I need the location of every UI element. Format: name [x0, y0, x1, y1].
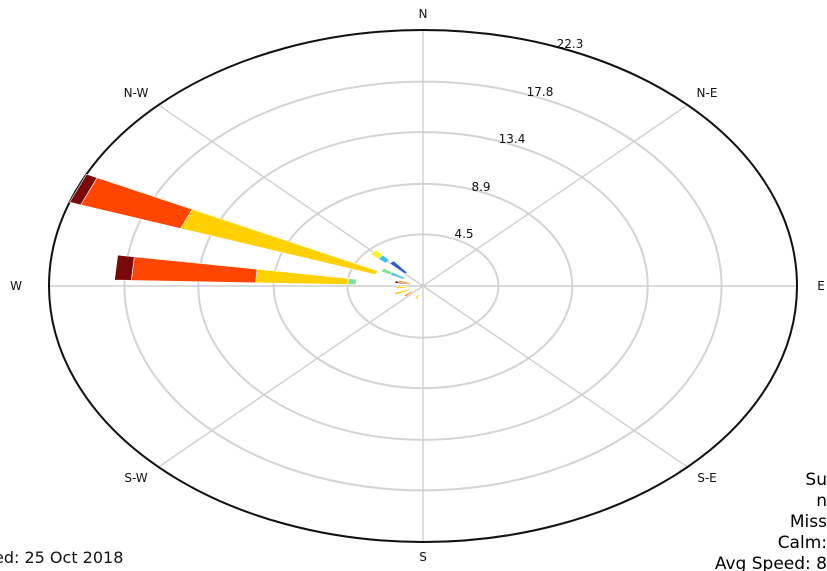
summary-line-2: n: [816, 491, 827, 511]
petal-3: [369, 249, 391, 264]
direction-label-n: N: [419, 7, 428, 21]
direction-label-w: W: [10, 279, 22, 293]
petal-5-segment-1: [389, 271, 406, 280]
petal-5: [380, 267, 406, 280]
petal-2-segment-2: [255, 268, 349, 285]
petal-1-segment-3: [69, 173, 98, 206]
direction-label-s: S: [419, 550, 427, 564]
petal-1-segment-2: [80, 177, 193, 229]
petal-8-segment-1: [395, 285, 407, 290]
petal-8: [395, 285, 407, 290]
spoke-135: [422, 285, 688, 468]
petal-4: [389, 260, 408, 275]
direction-label-e: E: [817, 279, 825, 293]
direction-label-n-w: N-W: [124, 86, 149, 100]
summary-panel: Su n Miss Calm: Avg Speed: 8: [627, 470, 827, 571]
petal-9-segment-1: [393, 288, 410, 296]
petal-1: [69, 173, 379, 276]
petal-2-segment-1: [347, 278, 357, 286]
created-date-label: ed: 25 Oct 2018: [0, 548, 124, 567]
labels: 4.5 8.9 13.4 17.8 22.3 N N-E E S-E S S-W W N-W: [10, 7, 825, 564]
petal-10: [403, 290, 414, 297]
petal-2: [114, 254, 357, 286]
petal-2-segment-4: [114, 254, 135, 281]
petal-7: [397, 279, 411, 285]
petal-2-segment-3: [130, 256, 258, 284]
radial-tick-label-5: 22.3: [557, 37, 584, 51]
petal-7-segment-1: [397, 279, 411, 285]
direction-label-s-w: S-W: [124, 471, 147, 485]
petal-10-segment-1: [403, 290, 414, 297]
radial-tick-label-3: 13.4: [499, 132, 526, 146]
summary-line-5: Avg Speed: 8: [714, 554, 827, 571]
petal-3-segment-2: [369, 249, 384, 259]
petal-9: [393, 288, 410, 296]
petals: [69, 173, 420, 300]
summary-line-1: Su: [805, 470, 827, 490]
summary-line-3: Miss: [789, 512, 827, 532]
direction-label-n-e: N-E: [697, 86, 718, 100]
radial-tick-label-1: 4.5: [454, 227, 473, 241]
direction-label-s-e: S-E: [697, 471, 717, 485]
petal-5-segment-2: [380, 267, 393, 276]
petal-11-segment-1: [414, 294, 420, 300]
summary-line-4: Calm:: [777, 533, 827, 553]
polar-grid: [48, 29, 798, 543]
petal-4-segment-1: [389, 260, 408, 275]
outer-frame: [48, 29, 798, 543]
spoke-225: [158, 285, 424, 468]
radial-tick-label-2: 8.9: [471, 180, 490, 194]
spoke-45: [422, 104, 688, 287]
petal-11: [414, 294, 420, 300]
radial-tick-label-4: 17.8: [527, 85, 554, 99]
